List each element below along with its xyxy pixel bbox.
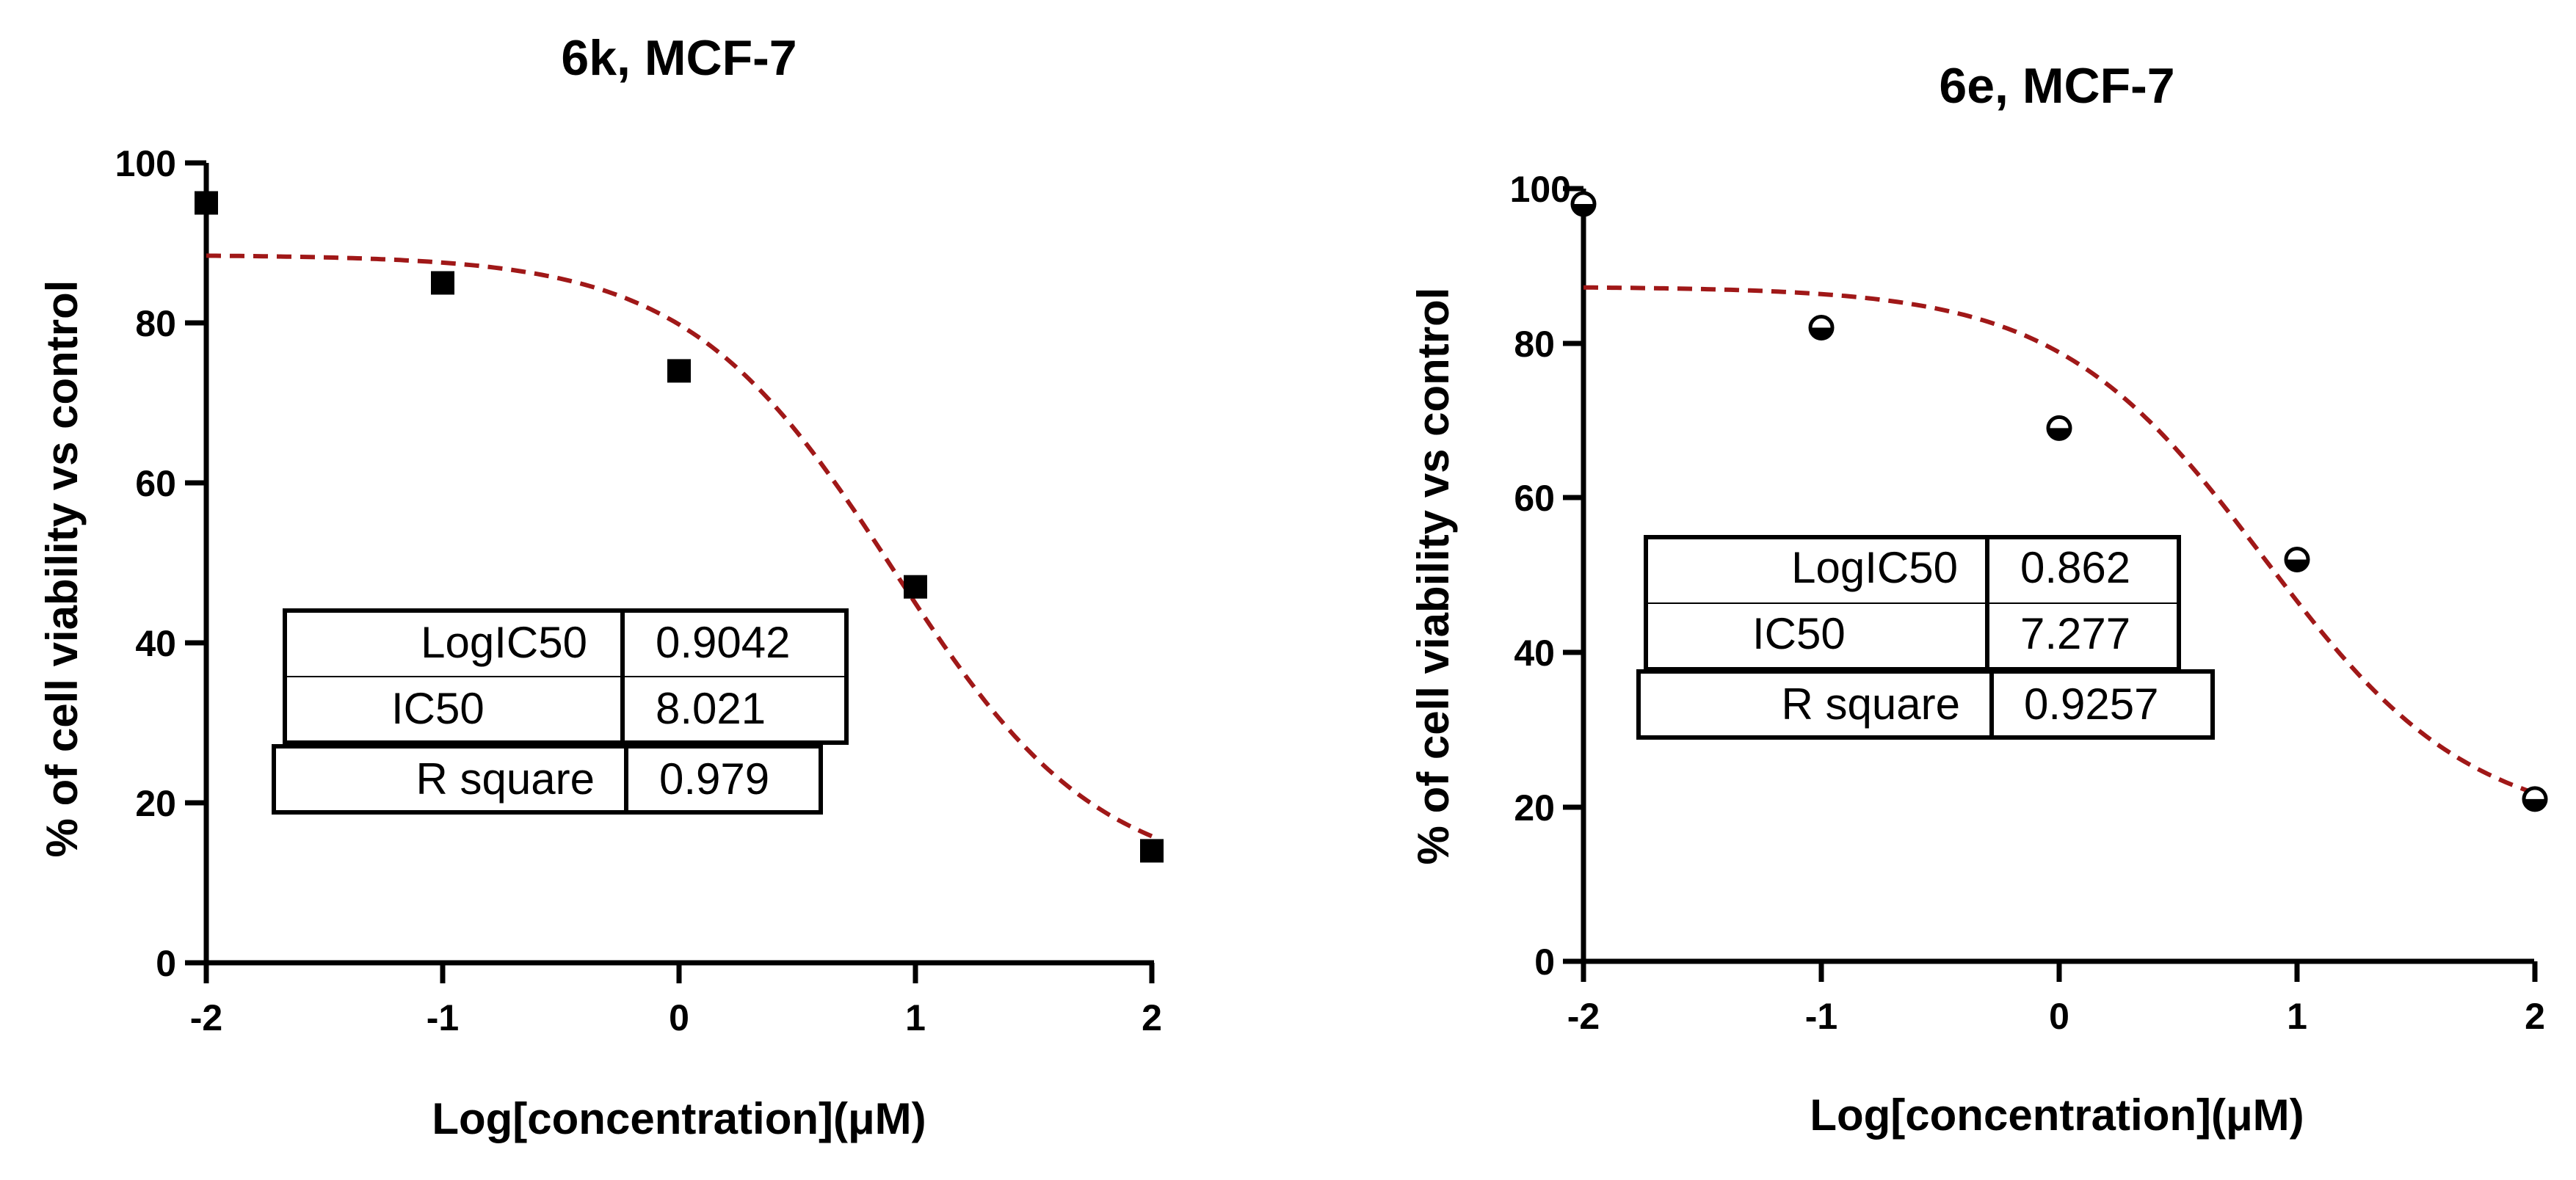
- x-tick-label: 0: [2049, 996, 2069, 1037]
- data-point: [2522, 786, 2548, 812]
- data-point: [431, 271, 454, 295]
- data-point: [904, 575, 927, 599]
- data-point: [667, 359, 691, 383]
- x-tick-label: 2: [2525, 996, 2545, 1037]
- data-point: [195, 191, 218, 215]
- y-tick-label: 60: [135, 463, 176, 504]
- data-points: [1570, 191, 2548, 812]
- table-value: 7.277: [2020, 609, 2130, 658]
- table-label: LogIC50: [421, 618, 587, 667]
- y-tick-label: 40: [1514, 633, 1555, 674]
- chart-panel-6k: 6k, MCF-7 % of cell viability vs control…: [37, 30, 1164, 1143]
- x-axis-label: Log[concentration](μM): [1810, 1090, 2304, 1140]
- table-value: 0.9257: [2024, 680, 2159, 729]
- table-value: 8.021: [656, 684, 766, 733]
- y-axis-label: % of cell viability vs control: [1409, 288, 1458, 865]
- chart-title: 6e, MCF-7: [1939, 58, 2174, 114]
- y-tick-label: 0: [156, 943, 176, 984]
- results-table: LogIC50 0.9042 IC50 8.021 R square 0.979: [272, 608, 849, 815]
- x-axis-label: Log[concentration](μM): [432, 1094, 926, 1143]
- x-tick-label: -2: [190, 997, 222, 1038]
- data-point: [2284, 546, 2310, 572]
- x-tick-label: 1: [905, 997, 926, 1038]
- fit-curve: [1583, 285, 2536, 795]
- y-tick-label: 80: [1514, 324, 1555, 365]
- y-tick-label: 80: [135, 303, 176, 344]
- table-label: IC50: [391, 684, 485, 733]
- x-tick-label: 0: [669, 997, 689, 1038]
- table-value: 0.9042: [656, 618, 791, 667]
- y-tick-label: 20: [135, 783, 176, 824]
- table-label: R square: [416, 754, 595, 804]
- y-axis-label: % of cell viability vs control: [37, 280, 87, 858]
- y-tick-label: 100: [115, 143, 176, 184]
- table-box: [1636, 669, 2215, 740]
- fit-curve: [206, 253, 1153, 839]
- y-tick-label: 20: [1514, 787, 1555, 828]
- x-tick-label: -1: [1805, 996, 1837, 1037]
- table-label: LogIC50: [1791, 543, 1958, 592]
- y-tick-label: 100: [1510, 169, 1571, 210]
- y-tick-label: 40: [135, 623, 176, 664]
- data-point: [1140, 839, 1164, 863]
- x-tick-label: -2: [1567, 996, 1600, 1037]
- chart-panel-6e: 6e, MCF-7 % of cell viability vs control…: [1409, 58, 2548, 1140]
- data-point: [1570, 191, 1597, 217]
- x-tick-label: -1: [427, 997, 459, 1038]
- x-tick-label: 1: [2287, 996, 2307, 1037]
- data-point: [1808, 315, 1835, 341]
- table-label: IC50: [1752, 609, 1846, 658]
- data-points: [195, 191, 1164, 863]
- table-label: R square: [1782, 680, 1960, 729]
- results-table: LogIC50 0.862 IC50 7.277 R square 0.9257: [1636, 535, 2215, 740]
- y-tick-label: 60: [1514, 478, 1555, 519]
- y-tick-label: 0: [1534, 942, 1555, 983]
- table-value: 0.862: [2020, 543, 2130, 592]
- chart-title: 6k, MCF-7: [561, 30, 797, 86]
- table-box: [272, 744, 823, 815]
- table-value: 0.979: [659, 754, 769, 804]
- data-point: [2046, 415, 2072, 441]
- x-tick-label: 2: [1142, 997, 1162, 1038]
